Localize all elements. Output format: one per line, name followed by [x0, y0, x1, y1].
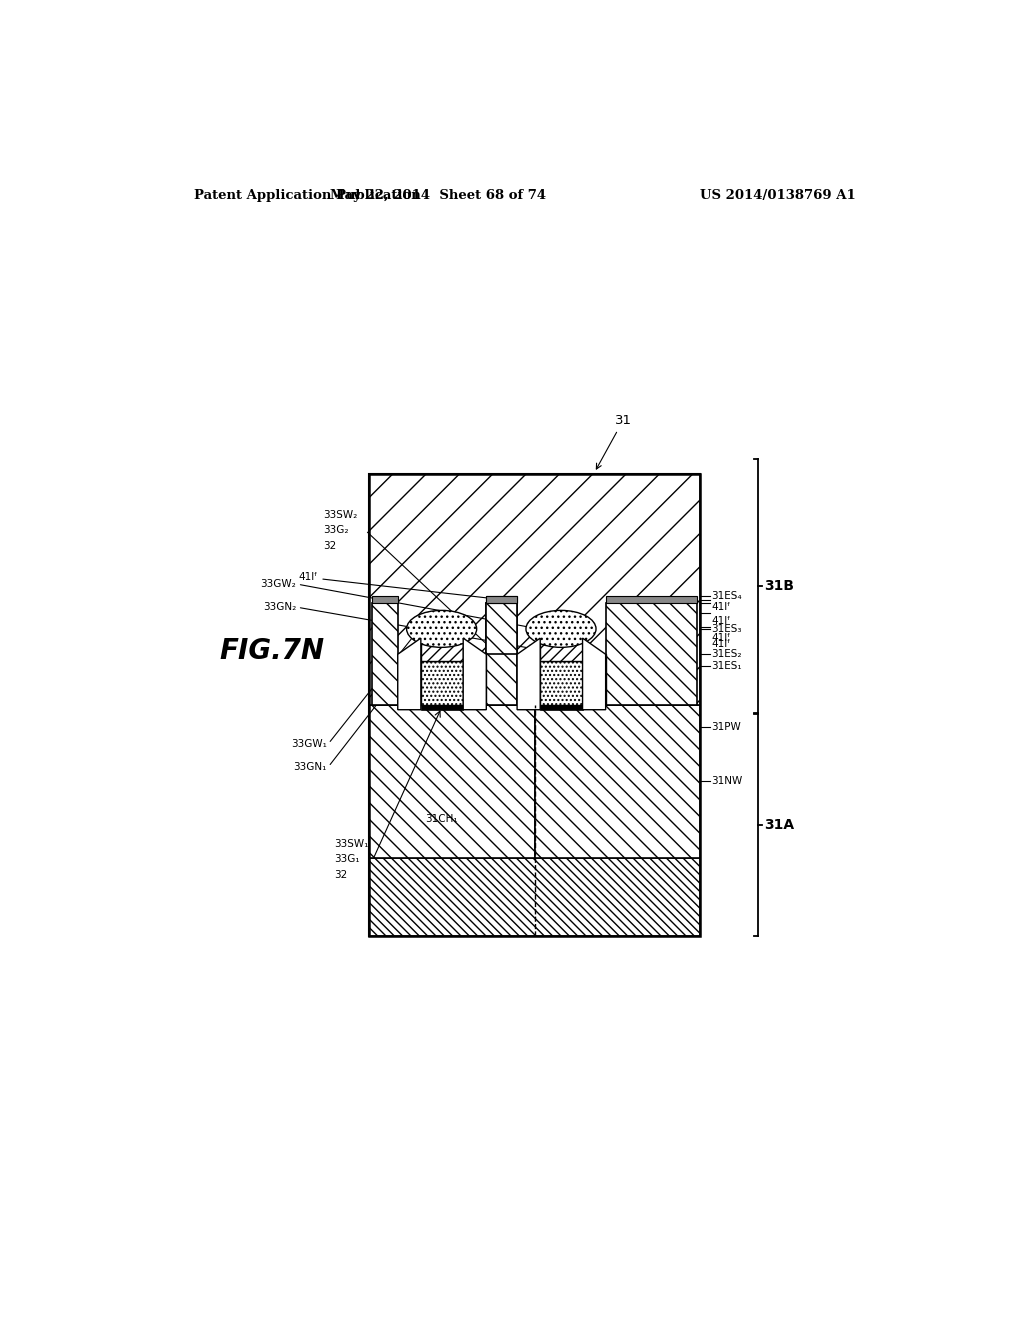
Bar: [373, 603, 397, 705]
Bar: [370, 705, 535, 858]
Text: 33GW₁: 33GW₁: [291, 739, 327, 748]
Ellipse shape: [526, 610, 596, 647]
Text: 33GW₂: 33GW₂: [260, 579, 296, 589]
Text: 31ES₄: 31ES₄: [711, 591, 741, 601]
Text: FIG.7N: FIG.7N: [219, 638, 325, 665]
Bar: [421, 705, 463, 710]
Polygon shape: [397, 638, 421, 710]
Bar: [486, 595, 517, 603]
Text: 41Iᶠ: 41Iᶠ: [298, 573, 498, 601]
Text: US 2014/0138769 A1: US 2014/0138769 A1: [700, 189, 856, 202]
Text: 31: 31: [596, 414, 632, 469]
Text: 33G₁: 33G₁: [335, 854, 360, 865]
Text: 33G₂: 33G₂: [323, 525, 348, 536]
Polygon shape: [517, 638, 541, 710]
Bar: [370, 474, 700, 936]
Polygon shape: [583, 638, 605, 710]
Bar: [421, 638, 463, 661]
Text: 41Iᶠ: 41Iᶠ: [711, 602, 730, 612]
Bar: [605, 603, 697, 705]
Ellipse shape: [407, 610, 477, 647]
Text: 33GN₂: 33GN₂: [263, 602, 296, 612]
Bar: [541, 705, 583, 710]
Text: 31ES₁: 31ES₁: [711, 661, 741, 671]
Bar: [517, 655, 605, 705]
Text: Patent Application Publication: Patent Application Publication: [194, 189, 421, 202]
Text: 31B: 31B: [764, 578, 795, 593]
Text: 41Iᶠ: 41Iᶠ: [711, 634, 730, 643]
Bar: [421, 661, 463, 705]
Text: 33GN₁: 33GN₁: [294, 762, 327, 772]
Bar: [535, 705, 700, 858]
Bar: [541, 638, 583, 661]
Text: 41Iᶠ: 41Iᶠ: [711, 639, 730, 649]
Text: 32: 32: [335, 870, 348, 879]
Text: 31CH₁: 31CH₁: [425, 814, 458, 824]
Bar: [605, 595, 697, 603]
Text: 31A: 31A: [764, 818, 795, 832]
Text: 31PW: 31PW: [711, 722, 741, 733]
Bar: [541, 661, 583, 705]
Text: 31ES₂: 31ES₂: [711, 649, 741, 659]
Text: 31ES₃: 31ES₃: [711, 624, 741, 634]
Text: May 22, 2014  Sheet 68 of 74: May 22, 2014 Sheet 68 of 74: [331, 189, 547, 202]
Bar: [486, 595, 517, 603]
Text: 32: 32: [323, 541, 336, 550]
Text: 41Iᶠ: 41Iᶠ: [711, 616, 730, 626]
Bar: [373, 595, 397, 603]
Polygon shape: [463, 638, 486, 710]
Bar: [370, 858, 700, 936]
Bar: [370, 474, 700, 705]
Bar: [486, 603, 517, 705]
Text: 31NW: 31NW: [711, 776, 742, 787]
Bar: [486, 603, 517, 655]
Text: 33SW₂: 33SW₂: [323, 510, 357, 520]
Text: 33SW₁: 33SW₁: [335, 838, 369, 849]
Bar: [370, 474, 700, 936]
Bar: [397, 655, 486, 705]
Text: 31CH₂: 31CH₂: [560, 675, 593, 685]
